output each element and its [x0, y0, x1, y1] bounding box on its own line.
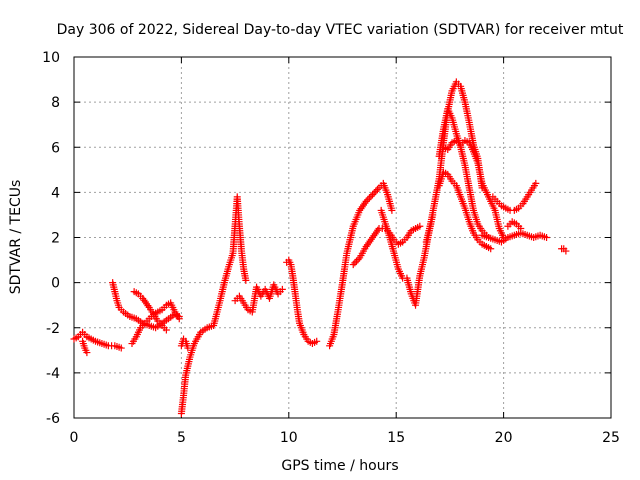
data-point: [242, 276, 250, 284]
x-tick-label: 10: [280, 430, 298, 446]
data-point: [372, 187, 380, 195]
data-point: [184, 344, 192, 352]
data-point: [313, 337, 321, 345]
y-tick-label: 4: [51, 185, 60, 201]
data-point: [362, 197, 370, 205]
y-tick-label: 2: [51, 231, 60, 247]
y-tick-label: 6: [51, 140, 60, 156]
axis-ticks: 0 5 10 15 20 25 -6 -4 -2 0 2 4 6 8 10: [42, 50, 620, 446]
data-point: [351, 259, 359, 267]
data-point: [162, 326, 170, 334]
data-point: [367, 192, 375, 200]
data-point: [416, 222, 424, 230]
data-point: [543, 234, 551, 241]
data-point: [83, 349, 91, 357]
data-point: [369, 191, 377, 199]
data-point: [388, 206, 396, 214]
x-axis-label: GPS time / hours: [281, 458, 398, 474]
x-tick-label: 0: [70, 430, 79, 446]
data-points: [70, 78, 570, 417]
x-tick-label: 15: [387, 430, 405, 446]
data-point: [175, 315, 183, 323]
x-tick-label: 5: [177, 430, 186, 446]
data-point: [373, 186, 381, 194]
y-tick-label: -2: [46, 321, 60, 337]
data-point: [365, 194, 373, 202]
data-point: [364, 196, 372, 204]
data-point: [487, 245, 495, 253]
data-point: [562, 247, 570, 255]
data-point: [352, 257, 360, 265]
data-point: [517, 224, 525, 232]
data-point: [117, 344, 125, 352]
chart-title: Day 306 of 2022, Sidereal Day-to-day VTE…: [57, 22, 624, 38]
x-tick-label: 25: [602, 430, 620, 446]
data-point: [370, 189, 378, 197]
data-point: [349, 261, 357, 269]
data-point: [532, 179, 540, 187]
data-point: [278, 285, 286, 293]
y-tick-label: -6: [46, 411, 60, 427]
x-tick-label: 20: [495, 430, 513, 446]
data-point: [354, 255, 362, 263]
y-axis-label: SDTVAR / TECUs: [8, 180, 24, 295]
y-tick-label: 8: [51, 95, 60, 111]
y-tick-label: 10: [42, 50, 60, 66]
y-tick-label: -4: [46, 366, 60, 382]
y-tick-label: 0: [51, 276, 60, 292]
